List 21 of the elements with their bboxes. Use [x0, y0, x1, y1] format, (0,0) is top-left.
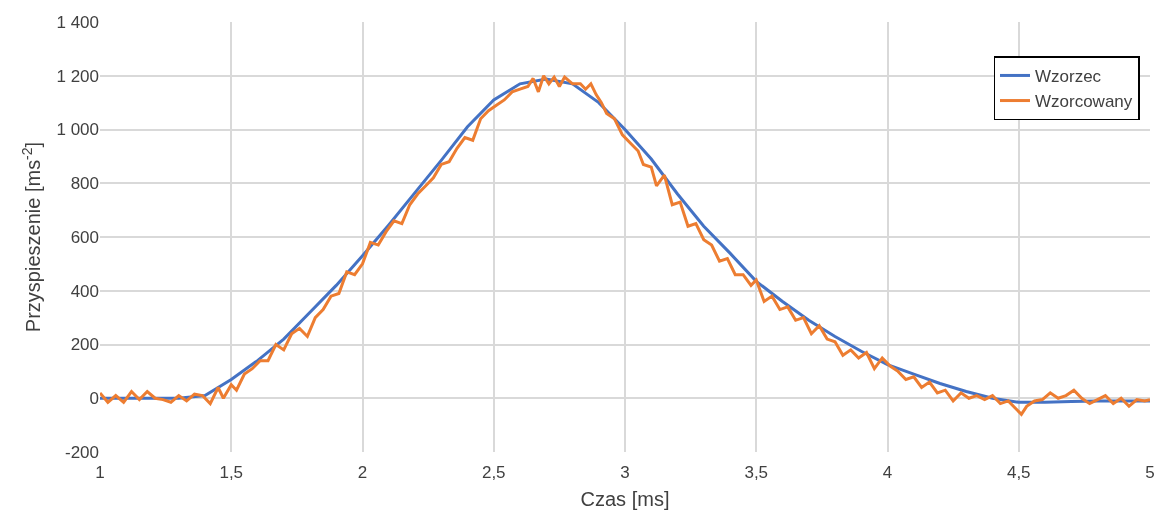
y-tick-label: -200: [64, 442, 99, 462]
x-tick-label: 2,5: [481, 463, 506, 482]
y-tick-label: 600: [70, 227, 99, 247]
y-tick-label: 1 200: [56, 66, 99, 86]
x-tick-label: 5: [1145, 463, 1155, 482]
y-tick-label: 400: [70, 281, 99, 301]
y-tick-label: 1 400: [56, 12, 99, 32]
x-tick-label: 2: [357, 463, 368, 482]
x-tick-label: 1: [95, 463, 105, 482]
y-tick-label: 0: [89, 389, 99, 409]
x-axis-title: Czas [ms]: [580, 487, 670, 510]
x-tick-label: 1,5: [219, 463, 244, 482]
x-tick-label: 3,5: [744, 463, 769, 482]
legend-label: Wzorzec: [1035, 67, 1102, 87]
legend-label: Wzorcowany: [1035, 92, 1133, 112]
x-tick-label: 4: [882, 463, 893, 482]
y-tick-label: 1 000: [56, 120, 99, 140]
y-tick-label: 200: [70, 335, 99, 355]
x-tick-label: 4,5: [1006, 463, 1031, 482]
y-tick-label: 800: [70, 174, 99, 194]
x-tick-label: 3: [620, 463, 630, 482]
